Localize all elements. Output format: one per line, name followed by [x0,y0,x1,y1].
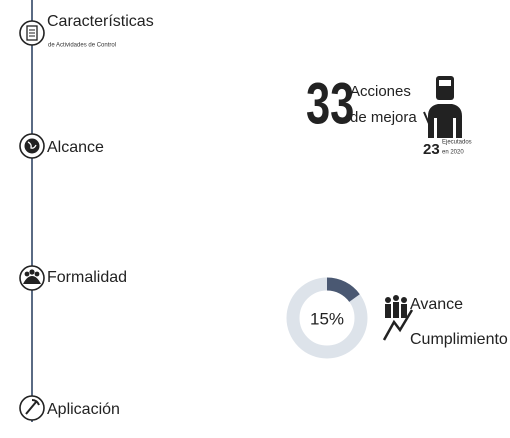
icon-caracteristicas [19,20,45,46]
donut-arc [326,277,360,303]
avance-line: Avance [410,296,463,313]
item-label: Aplicación [47,401,120,418]
acciones-line: Acciones [350,83,411,100]
people-icon [382,295,414,341]
icon-formalidad [19,265,45,291]
executed-line: en 2020 [442,150,464,156]
item-label: Formalidad [47,269,127,286]
donut-label: 15% [310,309,344,328]
item-subtitle: de Actividades de Control [48,43,116,49]
avance-line: Cumplimiento [410,331,508,348]
acciones-number: 33 [306,71,354,135]
item-label: Características [47,13,154,30]
acciones-line: de mejora [350,109,417,126]
icon-alcance [19,133,45,159]
executed-line: Ejecutados [442,140,472,146]
item-label: Alcance [47,139,104,156]
worker-icon [423,76,462,138]
executed-number: 23 [423,141,440,158]
icon-aplicacion [19,395,45,421]
